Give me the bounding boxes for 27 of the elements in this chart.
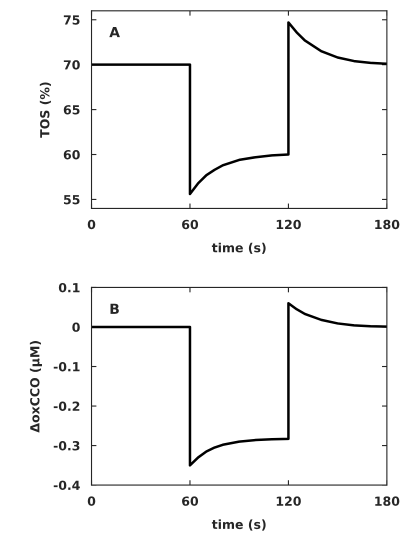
y-tick-label: -0.2 [54, 402, 80, 411]
annotation: A [109, 27, 120, 38]
x-axis-title: time (s) [212, 242, 266, 254]
x-tick-label: 60 [182, 496, 198, 506]
line-series [92, 302, 387, 467]
y-tick-label: 60 [64, 150, 80, 160]
y-tick-label: -0.1 [54, 362, 80, 372]
x-tick-label: 180 [375, 220, 400, 230]
y-tick-label: 75 [64, 15, 80, 25]
y-tick-label: 0 [72, 322, 80, 332]
y-axis-title: TOS (%) [40, 82, 51, 138]
x-axis-title: time (s) [212, 519, 266, 531]
annotation: B [110, 304, 119, 314]
x-tick-label: 120 [276, 496, 301, 506]
y-axis-title: ΔoxCCO (μM) [30, 341, 42, 433]
x-tick-label: 60 [182, 220, 198, 230]
line-series [92, 21, 387, 196]
y-tick-label: 55 [64, 195, 80, 204]
x-tick-label: 0 [88, 220, 96, 230]
y-tick-label: 65 [64, 105, 80, 115]
x-tick-label: 120 [276, 220, 301, 230]
y-tick-label: -0.3 [54, 441, 80, 450]
y-tick-label: 70 [64, 60, 80, 70]
y-tick-label: -0.4 [54, 480, 80, 490]
y-tick-label: 0.1 [58, 282, 80, 292]
x-tick-label: 0 [88, 496, 96, 506]
x-tick-label: 180 [375, 496, 400, 506]
